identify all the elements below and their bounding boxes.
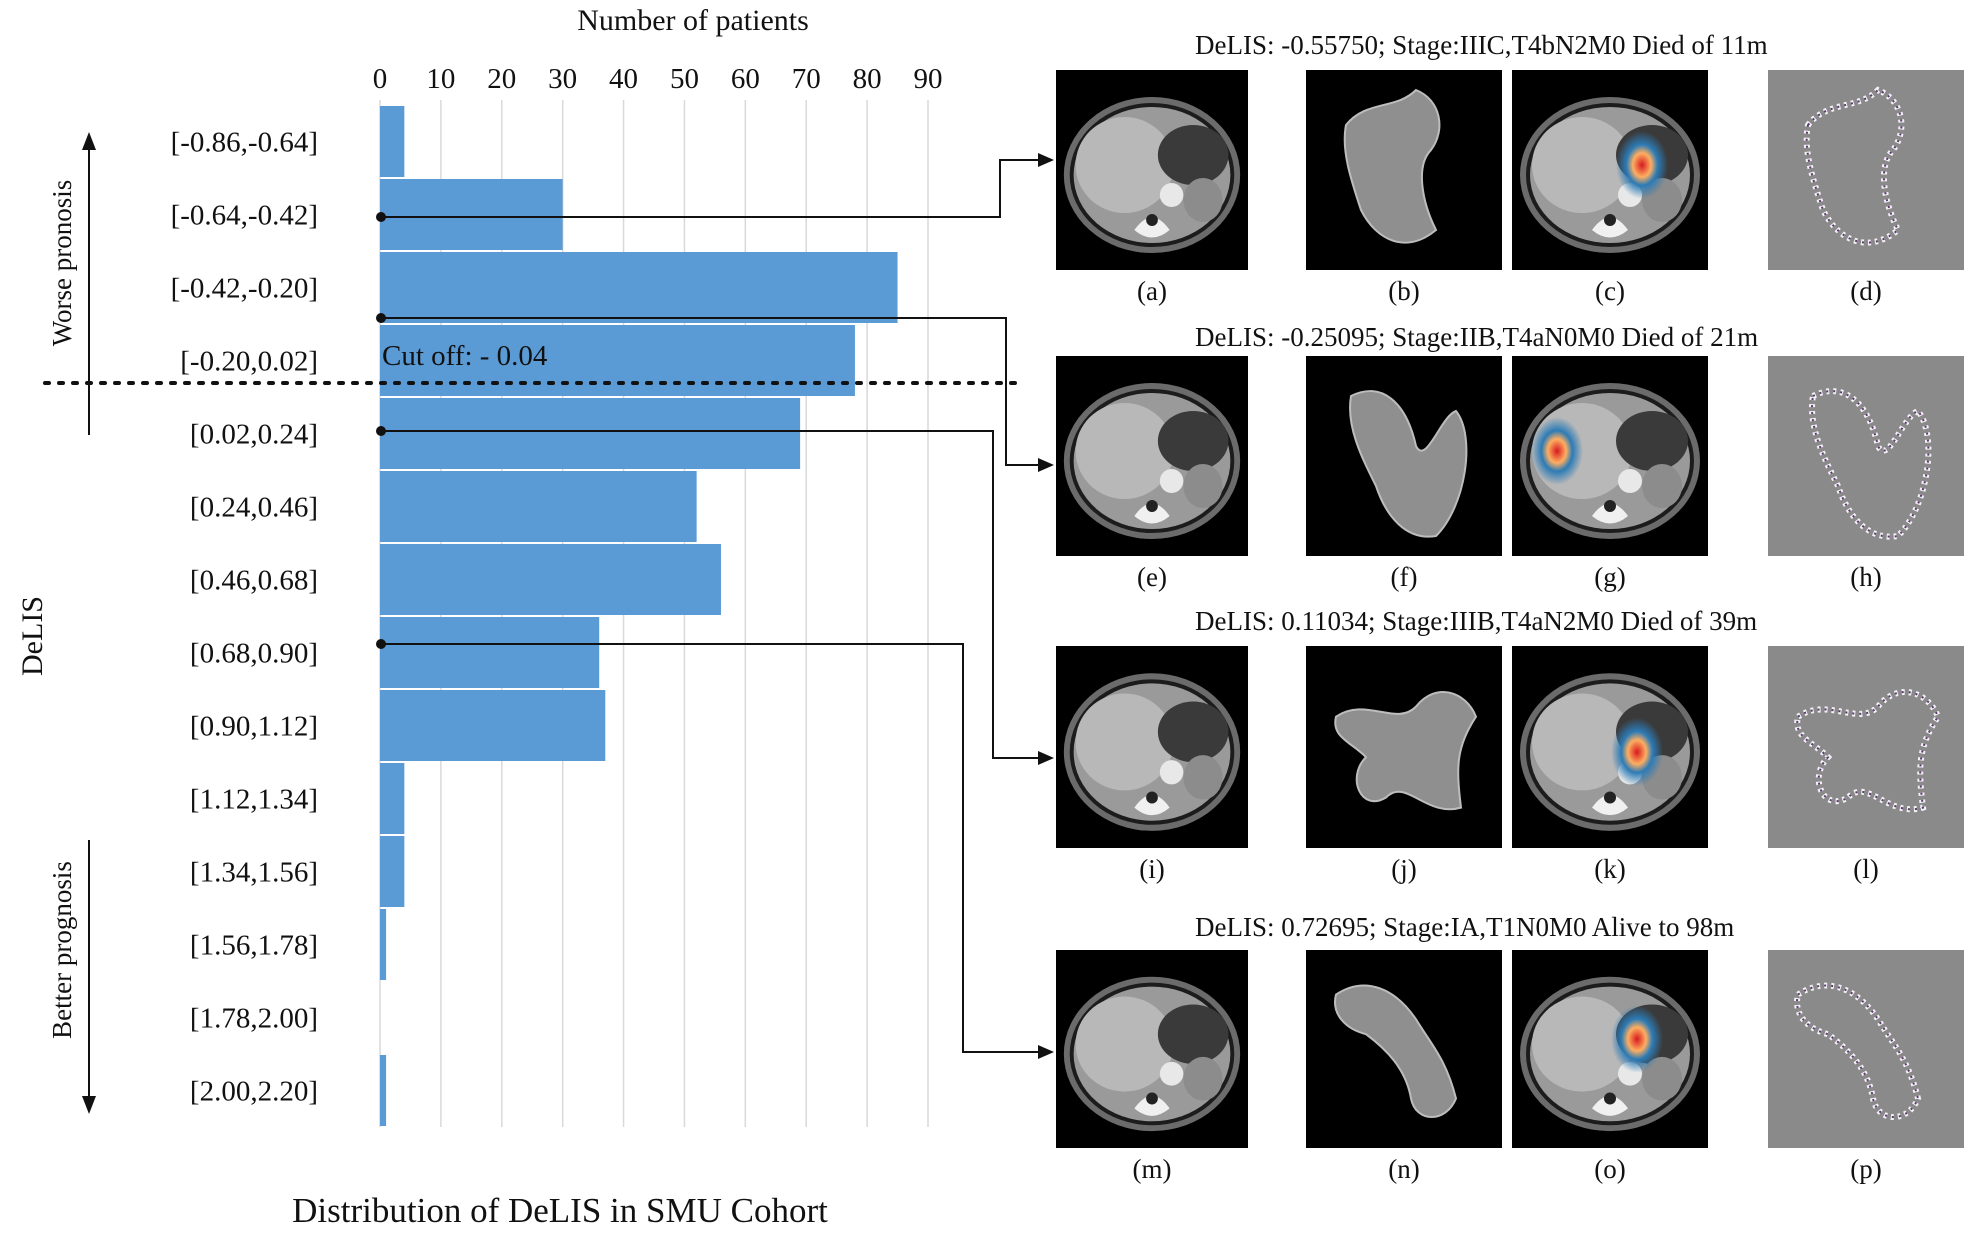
category-label: [0.24,0.46] xyxy=(190,492,318,524)
x-tick-label: 50 xyxy=(670,63,699,95)
panel-label: (p) xyxy=(1850,1154,1882,1184)
ct-panel-g xyxy=(1512,356,1708,556)
ct-panel-a xyxy=(1056,70,1248,270)
x-tick-label: 30 xyxy=(548,63,577,95)
category-label: [2.00,2.20] xyxy=(190,1076,318,1108)
case-title-4: DeLIS: 0.72695; Stage:IA,T1N0M0 Alive to… xyxy=(1195,912,1735,942)
panel-label: (m) xyxy=(1132,1154,1172,1184)
x-tick-label: 70 xyxy=(792,63,821,95)
bar xyxy=(380,179,563,250)
x-tick-label: 10 xyxy=(426,63,455,95)
panel-label: (a) xyxy=(1137,276,1167,306)
bar xyxy=(380,471,697,542)
panel-label: (l) xyxy=(1853,854,1879,884)
category-label: [1.56,1.78] xyxy=(190,930,318,962)
better-arrow-head xyxy=(82,1096,96,1114)
case-title-3: DeLIS: 0.11034; Stage:IIIB,T4aN2M0 Died … xyxy=(1195,606,1758,636)
bar xyxy=(380,690,606,761)
panel-label: (k) xyxy=(1594,854,1626,884)
category-label: [1.78,2.00] xyxy=(190,1003,318,1035)
bar xyxy=(380,909,387,980)
bar xyxy=(380,398,801,469)
panel-label: (g) xyxy=(1594,562,1626,592)
ct-panel-c xyxy=(1512,70,1708,270)
category-label: [0.46,0.68] xyxy=(190,565,318,597)
panel-label: (e) xyxy=(1137,562,1167,592)
bar xyxy=(380,106,405,177)
chart-title: Distribution of DeLIS in SMU Cohort xyxy=(292,1191,828,1230)
x-tick-label: 20 xyxy=(487,63,516,95)
ct-panel-p xyxy=(1768,950,1964,1148)
category-labels: [-0.86,-0.64] [-0.64,-0.42] [-0.42,-0.20] [… xyxy=(171,127,318,1108)
panel-label: (j) xyxy=(1391,854,1417,884)
panel-label: (d) xyxy=(1850,276,1882,306)
x-tick-label: 90 xyxy=(914,63,943,95)
ct-panel-b xyxy=(1306,70,1502,270)
x-tick-label: 60 xyxy=(731,63,760,95)
category-label: [0.68,0.90] xyxy=(190,638,318,670)
x-axis-label: Number of patients xyxy=(577,4,809,37)
worse-arrow-head xyxy=(82,132,96,150)
category-label: [-0.42,-0.20] xyxy=(171,273,318,305)
bar xyxy=(380,252,898,323)
case-title-1: DeLIS: -0.55750; Stage:IIIC,T4bN2M0 Died… xyxy=(1195,30,1768,60)
ct-panel-h xyxy=(1768,356,1964,556)
category-label: [1.34,1.56] xyxy=(190,857,318,889)
bar xyxy=(380,1055,387,1126)
category-label: [-0.64,-0.42] xyxy=(171,200,318,232)
case-title-2: DeLIS: -0.25095; Stage:IIB,T4aN0M0 Died … xyxy=(1195,322,1759,352)
x-tick-label: 0 xyxy=(373,63,388,95)
x-tick-label: 40 xyxy=(609,63,638,95)
y-axis-label: DeLIS xyxy=(16,596,49,676)
panel-label: (i) xyxy=(1139,854,1165,884)
ct-panel-f xyxy=(1306,356,1502,556)
ct-panel-n xyxy=(1306,950,1502,1148)
ct-panel-k xyxy=(1512,646,1708,848)
bars xyxy=(380,106,898,1126)
panel-label: (b) xyxy=(1388,276,1420,306)
ct-panel-d xyxy=(1768,70,1964,270)
category-label: [1.12,1.34] xyxy=(190,784,318,816)
delis-distribution-chart: Number of patients 0 10 20 30 40 50 60 70 80 90 [… xyxy=(16,4,1017,1230)
ct-panel-j xyxy=(1306,646,1502,848)
bar xyxy=(380,544,721,615)
ct-panel-l xyxy=(1768,646,1964,848)
bar xyxy=(380,763,405,834)
worse-prognosis-label: Worse pronosis xyxy=(47,180,77,347)
panel-label: (n) xyxy=(1388,1154,1420,1184)
bar xyxy=(380,836,405,907)
category-label: [0.90,1.12] xyxy=(190,711,318,743)
cutoff-label: Cut off: - 0.04 xyxy=(382,340,548,372)
panel-label: (o) xyxy=(1594,1154,1626,1184)
ct-panel-e xyxy=(1056,356,1248,556)
panel-label: (h) xyxy=(1850,562,1882,592)
panel-label: (f) xyxy=(1390,562,1418,592)
bar xyxy=(380,617,600,688)
panel-label: (c) xyxy=(1595,276,1625,306)
category-label: [0.02,0.24] xyxy=(190,419,318,451)
ct-panel-o xyxy=(1512,950,1708,1148)
x-tick-label: 80 xyxy=(853,63,882,95)
ct-panel-m xyxy=(1056,950,1248,1148)
better-prognosis-label: Better prognosis xyxy=(47,861,77,1039)
category-label: [-0.86,-0.64] xyxy=(171,127,318,159)
ct-panel-i xyxy=(1056,646,1248,848)
category-label: [-0.20,0.02] xyxy=(180,346,318,378)
x-tick-labels: 0 10 20 30 40 50 60 70 80 90 xyxy=(373,63,943,95)
